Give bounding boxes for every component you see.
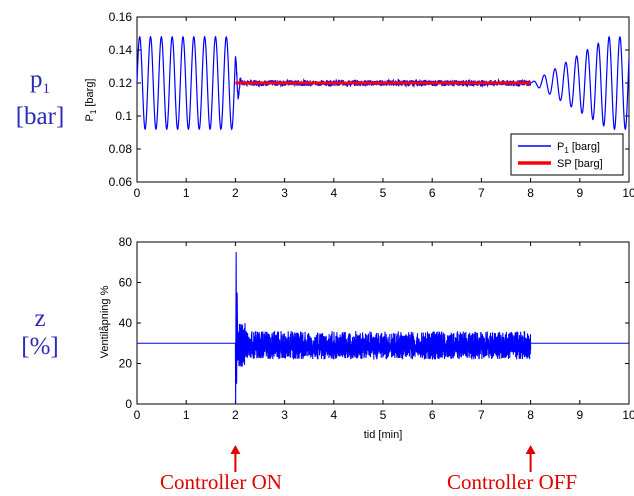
bottom-ytick-label: 60 xyxy=(119,276,133,290)
bottom-plot-frame xyxy=(136,241,630,405)
top-xtick-label: 7 xyxy=(478,186,485,200)
top-ytick-label: 0.1 xyxy=(115,109,132,123)
top-ytick-label: 0.08 xyxy=(109,142,133,156)
top-ylabel-side: p1 [bar] xyxy=(8,66,72,131)
top-plot: 0 1 2 3 4 5 6 7 8 9 10 0.06 0.08 0.1 0.12 0.14 0.16 P1 [… xyxy=(84,10,634,200)
bottom-xtick-label: 8 xyxy=(527,408,534,422)
top-ytick-label: 0.14 xyxy=(109,43,133,57)
top-axis-title: P1 [barg] xyxy=(84,79,98,122)
bottom-axis-title: Ventilåpning % xyxy=(99,285,111,358)
bottom-xtick-label: 1 xyxy=(183,408,190,422)
controller-off-label: Controller OFF xyxy=(447,470,578,494)
bottom-xtick-label: 3 xyxy=(281,408,288,422)
bottom-xtick-label: 6 xyxy=(429,408,436,422)
top-xtick-label: 4 xyxy=(330,186,337,200)
bottom-ylabel-side: z [%] xyxy=(8,305,72,361)
legend-sp-label: SP [barg] xyxy=(557,158,603,170)
top-legend: P1 [barg] SP [barg] xyxy=(510,133,624,176)
bottom-ytick-label: 80 xyxy=(119,235,133,249)
controller-off-arrow xyxy=(525,445,536,472)
bottom-xtick-label: 2 xyxy=(232,408,239,422)
top-xtick-label: 9 xyxy=(576,186,583,200)
bottom-ytick-label: 40 xyxy=(119,316,133,330)
top-xtick-label: 6 xyxy=(429,186,436,200)
top-xtick-label: 2 xyxy=(232,186,239,200)
bottom-xtick-label: 9 xyxy=(576,408,583,422)
bottom-ytick-label: 20 xyxy=(119,357,133,371)
bottom-xtick-label: 5 xyxy=(380,408,387,422)
bottom-xlabel: tid [min] xyxy=(364,429,403,441)
top-ytick-label: 0.06 xyxy=(109,175,133,189)
z-unit: [%] xyxy=(21,333,59,360)
p1-unit: [bar] xyxy=(15,103,65,130)
top-ytick-label: 0.16 xyxy=(109,10,133,24)
legend-p1-label: P1 [barg] xyxy=(557,141,600,155)
top-xtick-label: 10 xyxy=(622,186,634,200)
bottom-xtick-label: 7 xyxy=(478,408,485,422)
top-xtick-label: 3 xyxy=(281,186,288,200)
top-ytick-label: 0.12 xyxy=(109,76,133,90)
top-xtick-label: 8 xyxy=(527,186,534,200)
p1-subscript: 1 xyxy=(42,81,51,97)
bottom-ytick-label: 0 xyxy=(125,397,132,411)
controller-on-label: Controller ON xyxy=(160,470,282,494)
top-xtick-label: 1 xyxy=(183,186,190,200)
bottom-xtick-label: 4 xyxy=(330,408,337,422)
top-xtick-label: 0 xyxy=(134,186,141,200)
bottom-xtick-label: 10 xyxy=(622,408,634,422)
z-series-line xyxy=(137,252,629,405)
p1-symbol: p xyxy=(30,66,43,93)
z-symbol: z xyxy=(34,305,46,332)
controller-on-arrow xyxy=(230,445,241,472)
top-xtick-label: 5 xyxy=(380,186,387,200)
bottom-xtick-label: 0 xyxy=(134,408,141,422)
bottom-plot: 0 1 2 3 4 5 6 7 8 9 10 0 20 40 60 80 Ventilåpning % tid… xyxy=(99,235,634,441)
